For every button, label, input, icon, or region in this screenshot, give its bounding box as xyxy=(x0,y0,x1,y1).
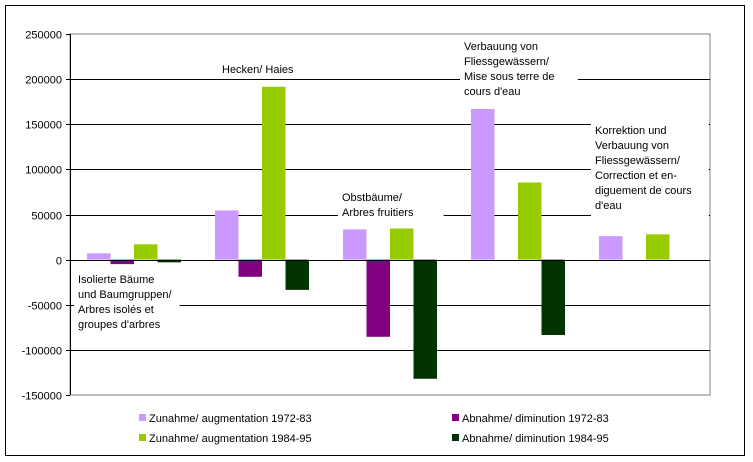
category-label: Fliessgewässern/ xyxy=(464,56,550,68)
y-tick-label: -50000 xyxy=(28,301,62,313)
bar xyxy=(599,236,623,260)
bar xyxy=(390,228,414,260)
legend-label: Zunahme/ augmentation 1984-95 xyxy=(149,433,312,445)
category-label: cours d'eau xyxy=(464,86,521,98)
bar xyxy=(541,259,565,335)
category-label-background xyxy=(460,38,578,102)
bar xyxy=(215,210,239,260)
y-tick-label: 100000 xyxy=(25,165,62,177)
chart-frame xyxy=(5,5,745,456)
category-label: Fliessgewässern/ xyxy=(595,155,681,167)
category-label: Isolierte Bäume xyxy=(78,274,154,286)
category-label-background xyxy=(591,122,709,216)
legend-label: Zunahme/ augmentation 1972-83 xyxy=(149,413,312,425)
y-tick-label: 200000 xyxy=(25,75,62,87)
category-label: Arbres fruitiers xyxy=(342,207,414,219)
legend-swatch xyxy=(139,414,146,421)
category-label: Correction et en- xyxy=(595,170,677,182)
y-tick-label: 250000 xyxy=(25,30,62,42)
bar xyxy=(134,244,158,260)
bar xyxy=(471,108,495,260)
bar xyxy=(262,86,286,260)
legend-label: Abnahme/ diminution 1984-95 xyxy=(462,433,609,445)
bar xyxy=(285,259,309,290)
category-label: Verbauung von xyxy=(595,140,669,152)
legend-label: Abnahme/ diminution 1972-83 xyxy=(462,413,609,425)
category-label: Obstbäume/ xyxy=(342,192,403,204)
legend-swatch xyxy=(452,414,459,421)
y-tick-label: 150000 xyxy=(25,120,62,132)
category-label: Mise sous terre de xyxy=(464,71,554,83)
bar xyxy=(110,259,134,265)
y-tick-label: 50000 xyxy=(31,211,62,223)
bar xyxy=(518,182,542,260)
category-label: groupes d'arbres xyxy=(78,319,161,331)
bar xyxy=(87,253,111,260)
bar xyxy=(413,259,437,379)
y-tick-label: -150000 xyxy=(22,391,62,403)
legend-swatch xyxy=(452,434,459,441)
category-label: Arbres isolés et xyxy=(78,304,154,316)
category-label: Hecken/ Haies xyxy=(222,64,294,76)
category-label: d'eau xyxy=(595,200,622,212)
bar xyxy=(646,234,670,260)
category-label: diguement de cours xyxy=(595,185,692,197)
legend-swatch xyxy=(139,434,146,441)
bar xyxy=(343,229,367,260)
category-label: Korrektion und xyxy=(595,125,667,137)
bar xyxy=(238,259,262,277)
category-label: Verbauung von xyxy=(464,41,538,53)
category-label-background xyxy=(74,271,180,335)
category-label-background xyxy=(338,189,444,223)
bar xyxy=(366,259,390,337)
y-tick-label: -100000 xyxy=(22,346,62,358)
category-label: und Baumgruppen/ xyxy=(78,289,173,301)
y-tick-label: 0 xyxy=(56,256,62,268)
